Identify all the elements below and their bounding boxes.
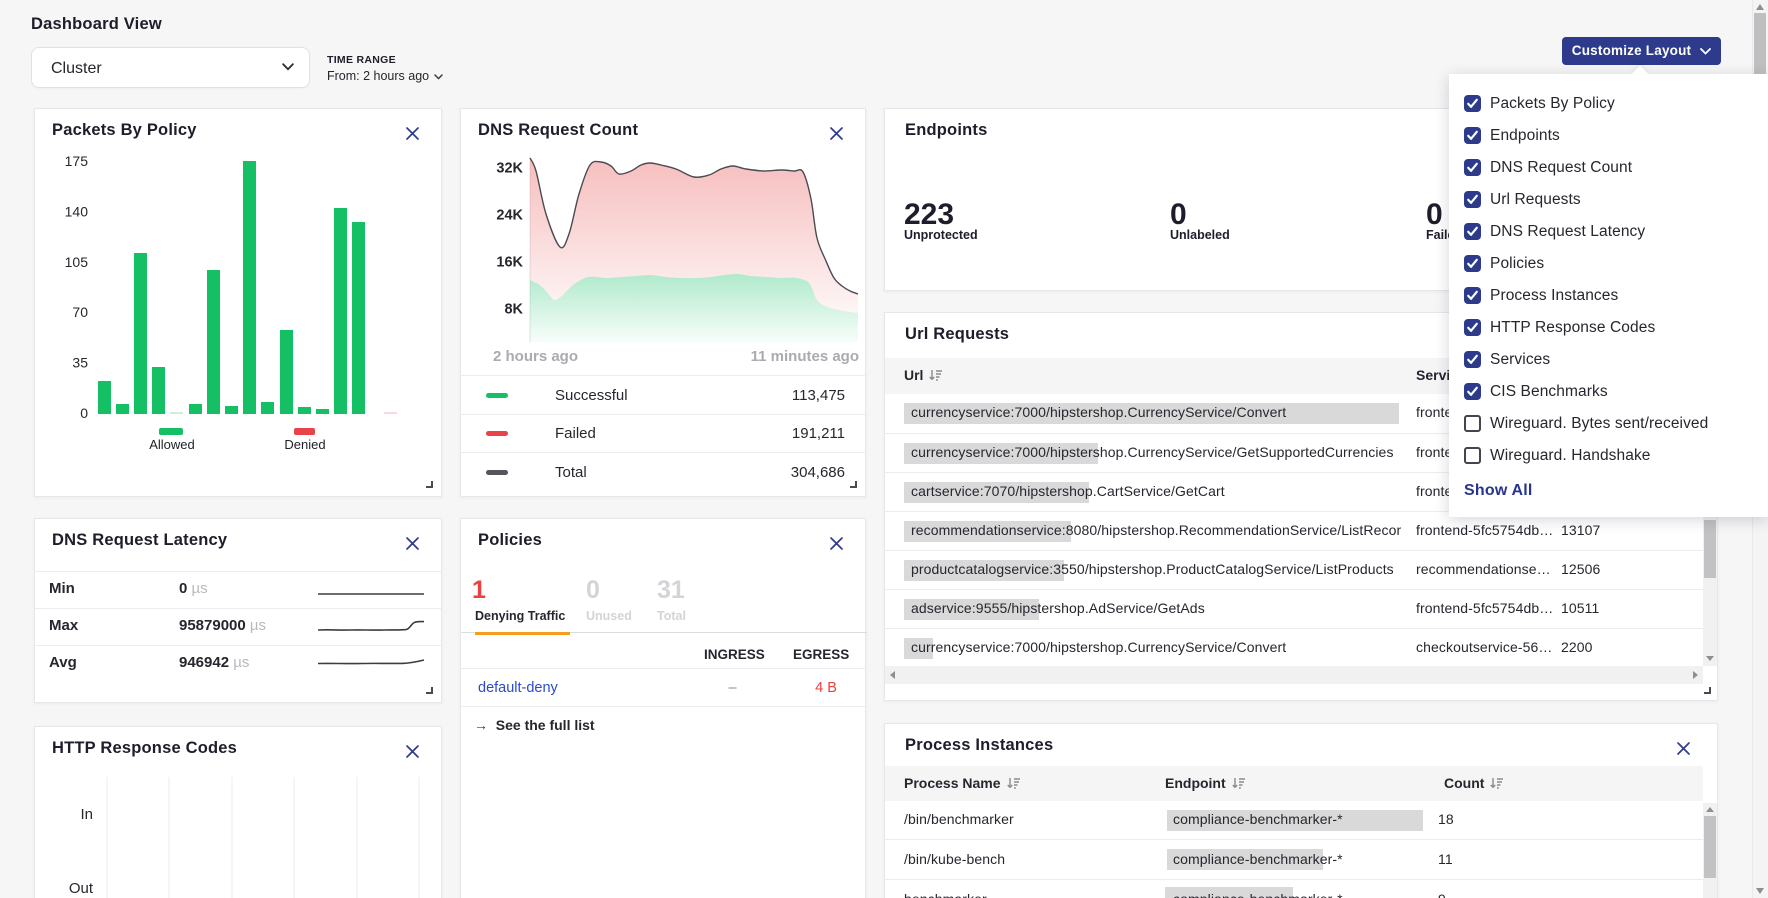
svg-text:140: 140 xyxy=(65,203,89,219)
svg-text:Out: Out xyxy=(69,880,94,897)
svg-text:24K: 24K xyxy=(496,208,523,224)
svg-text:11 minutes ago: 11 minutes ago xyxy=(751,348,859,365)
svg-text:32K: 32K xyxy=(496,161,523,177)
svg-text:0: 0 xyxy=(80,405,88,421)
svg-text:35: 35 xyxy=(72,355,88,371)
svg-text:Allowed: Allowed xyxy=(149,437,195,452)
svg-text:2 hours ago: 2 hours ago xyxy=(493,348,578,365)
svg-text:8K: 8K xyxy=(504,302,523,318)
svg-text:70: 70 xyxy=(72,304,88,320)
svg-text:In: In xyxy=(80,806,93,823)
svg-text:175: 175 xyxy=(65,153,89,169)
svg-text:16K: 16K xyxy=(496,255,523,271)
svg-text:Denied: Denied xyxy=(284,437,325,452)
svg-text:105: 105 xyxy=(65,254,89,270)
